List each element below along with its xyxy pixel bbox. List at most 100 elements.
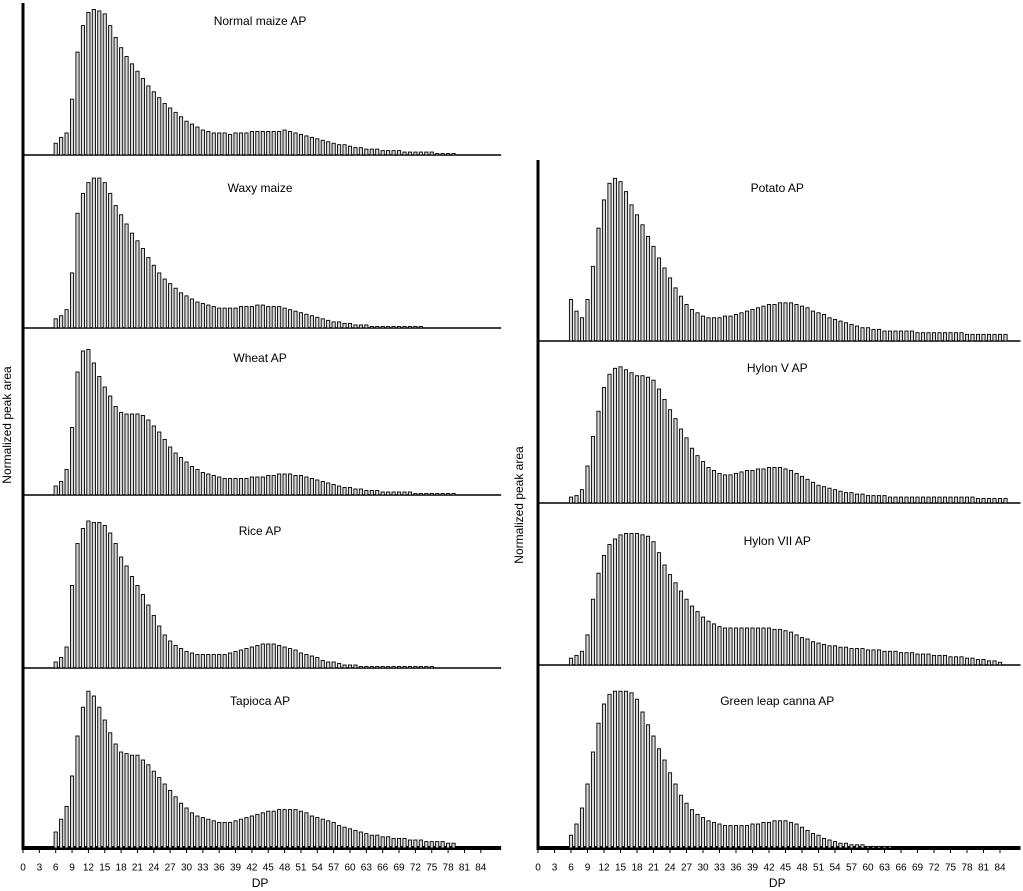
bar <box>424 493 429 496</box>
bar <box>119 412 124 496</box>
bar <box>375 834 380 849</box>
bar <box>843 646 849 666</box>
bar <box>821 486 827 504</box>
bar <box>893 496 898 504</box>
bar <box>124 413 129 496</box>
bar <box>805 829 810 849</box>
bar <box>75 543 80 669</box>
bar <box>238 306 244 329</box>
bar <box>942 654 948 666</box>
bar <box>755 307 761 342</box>
bar <box>222 307 227 329</box>
bar <box>860 844 865 849</box>
bar <box>364 833 369 849</box>
bar <box>222 821 227 849</box>
bar <box>744 310 750 342</box>
bar <box>618 690 623 849</box>
bar <box>579 650 585 666</box>
bar <box>629 533 634 666</box>
bar <box>255 476 260 496</box>
bar <box>678 428 684 504</box>
bar <box>766 627 772 666</box>
bar <box>783 468 788 504</box>
bar <box>788 302 794 342</box>
bar <box>162 439 167 496</box>
bar <box>920 653 926 666</box>
bar <box>728 825 733 849</box>
bar <box>189 123 195 156</box>
bar <box>777 820 783 849</box>
bar <box>69 427 75 496</box>
bar <box>184 461 189 496</box>
bar <box>981 333 986 342</box>
bar <box>596 722 601 849</box>
bar <box>358 147 363 156</box>
bar <box>397 837 402 849</box>
bar <box>953 496 959 504</box>
bar <box>678 590 684 666</box>
bar <box>876 649 882 666</box>
bar <box>424 841 429 849</box>
bar <box>739 627 744 666</box>
bar <box>429 151 434 156</box>
bar <box>178 802 184 849</box>
bar <box>244 132 249 156</box>
bar <box>293 809 298 849</box>
bar <box>435 493 440 496</box>
bar <box>887 845 893 849</box>
bar <box>80 350 85 496</box>
bar <box>827 645 832 666</box>
bar <box>91 522 96 669</box>
bar <box>810 833 816 849</box>
bar <box>353 829 358 849</box>
bar <box>640 375 645 504</box>
bar <box>849 323 854 342</box>
bar <box>304 476 309 496</box>
bar <box>612 690 618 849</box>
bar <box>926 496 931 504</box>
bar <box>397 666 402 669</box>
bar <box>413 151 418 156</box>
bar <box>184 651 189 669</box>
bar <box>684 304 689 342</box>
bar <box>80 192 85 329</box>
bar <box>271 643 276 669</box>
bar <box>140 759 145 849</box>
bar <box>124 223 129 329</box>
bar <box>816 642 821 666</box>
bar <box>629 692 634 849</box>
bar <box>871 328 876 342</box>
bar <box>953 332 959 342</box>
bar <box>810 481 816 504</box>
bar <box>129 576 135 669</box>
x-tick-label: 33 <box>197 863 209 874</box>
bar <box>429 493 434 496</box>
bar <box>124 565 129 669</box>
bar <box>380 150 385 156</box>
bar <box>827 317 832 342</box>
bar <box>168 789 173 849</box>
bar <box>959 332 964 342</box>
bar <box>293 475 298 496</box>
bar <box>871 649 876 666</box>
bar <box>309 655 314 669</box>
bar <box>673 418 678 504</box>
bar <box>440 153 445 156</box>
bar <box>854 844 860 849</box>
bar <box>260 812 265 849</box>
bar <box>970 496 975 504</box>
bar <box>135 754 140 849</box>
bar <box>634 533 640 666</box>
x-tick-label: 21 <box>648 863 660 874</box>
bar <box>320 481 325 496</box>
bar <box>429 841 434 849</box>
bar <box>129 413 135 496</box>
bar <box>612 177 618 342</box>
bar <box>80 25 85 156</box>
bar <box>119 556 124 669</box>
bar <box>596 410 601 504</box>
bar <box>959 656 964 666</box>
x-tick-label: 48 <box>796 863 808 874</box>
bar <box>717 823 722 849</box>
bar <box>233 307 238 329</box>
